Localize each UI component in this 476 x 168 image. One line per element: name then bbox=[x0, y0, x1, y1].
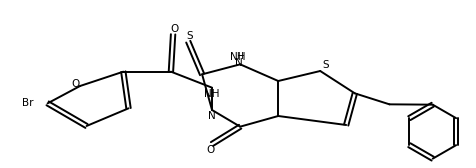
Text: NH: NH bbox=[204, 89, 220, 99]
Text: N: N bbox=[235, 58, 243, 68]
Text: H: H bbox=[236, 52, 243, 61]
Text: Br: Br bbox=[22, 98, 34, 108]
Text: O: O bbox=[170, 24, 178, 34]
Text: S: S bbox=[322, 60, 328, 70]
Text: O: O bbox=[206, 145, 214, 155]
Text: S: S bbox=[186, 31, 193, 41]
Text: NH: NH bbox=[230, 52, 246, 62]
Text: O: O bbox=[71, 79, 79, 89]
Text: N: N bbox=[208, 111, 216, 121]
